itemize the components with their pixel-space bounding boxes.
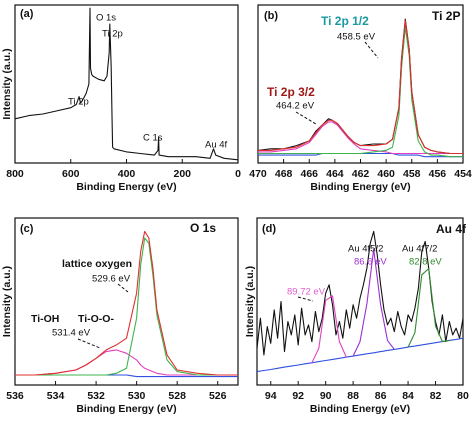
panel-title: Ti 2P bbox=[432, 9, 460, 23]
x-tick-label: 0 bbox=[235, 168, 241, 180]
series-line bbox=[256, 337, 464, 373]
x-tick-label: 454 bbox=[454, 168, 472, 180]
series-line bbox=[258, 121, 463, 155]
x-tick-label: 90 bbox=[320, 390, 332, 402]
x-tick-label: 532 bbox=[87, 390, 105, 402]
x-tick-label: 534 bbox=[47, 390, 65, 402]
leader-line bbox=[295, 111, 317, 125]
x-tick-label: 528 bbox=[168, 390, 186, 402]
x-tick-label: 460 bbox=[377, 168, 395, 180]
series-line bbox=[311, 295, 347, 364]
annotation: Ti 2p 3/2 bbox=[267, 85, 315, 99]
panel-title: Au 4f bbox=[436, 222, 467, 236]
leader-line bbox=[364, 41, 379, 59]
y-axis-label: Intensity (a.u.) bbox=[1, 266, 13, 337]
leader-line bbox=[297, 296, 314, 302]
x-axis-label: Binding Energy (eV) bbox=[310, 403, 410, 415]
x-tick-label: 86 bbox=[375, 390, 387, 402]
annotation: Ti 2p bbox=[102, 29, 123, 40]
annotation: 86.6 eV bbox=[354, 257, 387, 268]
plot-frame bbox=[14, 217, 239, 386]
plot-frame bbox=[257, 4, 464, 164]
annotation: lattice oxygen bbox=[62, 258, 132, 270]
x-tick-label: 82 bbox=[430, 390, 442, 402]
series-line bbox=[407, 268, 450, 348]
panel-label: (c) bbox=[20, 223, 34, 235]
series-line bbox=[15, 349, 238, 376]
x-tick-label: 466 bbox=[300, 168, 318, 180]
annotation: 82.8 eV bbox=[409, 257, 442, 268]
annotation: 529.6 eV bbox=[92, 274, 131, 285]
series-line bbox=[15, 230, 238, 376]
annotation: 89.72 eV bbox=[287, 287, 326, 298]
x-tick-label: 526 bbox=[209, 390, 227, 402]
x-tick-label: 94 bbox=[265, 390, 277, 402]
panel-label: (b) bbox=[264, 10, 278, 22]
annotation: 464.2 eV bbox=[276, 101, 315, 112]
annotation: Au 4f5/2 bbox=[348, 244, 383, 255]
y-axis-label: Intensity (a.u.) bbox=[244, 266, 256, 337]
annotation: Ti 2p 1/2 bbox=[321, 14, 369, 28]
annotation: Ti 2p bbox=[68, 97, 89, 108]
x-tick-label: 400 bbox=[118, 168, 136, 180]
series-line bbox=[352, 248, 395, 357]
x-tick-label: 600 bbox=[62, 168, 80, 180]
panel-title: O 1s bbox=[190, 221, 216, 235]
x-tick-label: 92 bbox=[292, 390, 304, 402]
x-tick-label: 800 bbox=[6, 168, 24, 180]
x-tick-label: 80 bbox=[457, 390, 469, 402]
x-tick-label: 88 bbox=[347, 390, 359, 402]
x-tick-label: 536 bbox=[6, 390, 24, 402]
series-line bbox=[258, 26, 463, 158]
x-axis-label: Binding Energy (eV) bbox=[76, 181, 176, 193]
annotation: Au 4f bbox=[205, 140, 228, 151]
annotation: Ti-OH bbox=[31, 313, 59, 325]
x-tick-label: 458 bbox=[403, 168, 421, 180]
series-line bbox=[15, 237, 238, 376]
annotation: Au 4f7/2 bbox=[402, 244, 437, 255]
x-tick-label: 456 bbox=[429, 168, 447, 180]
annotation: 458.5 eV bbox=[337, 32, 376, 43]
x-tick-label: 470 bbox=[249, 168, 267, 180]
series-line bbox=[14, 7, 239, 161]
series-line bbox=[258, 152, 463, 158]
series-line bbox=[258, 20, 463, 155]
annotation: C 1s bbox=[143, 133, 163, 144]
x-tick-label: 530 bbox=[128, 390, 146, 402]
x-tick-label: 464 bbox=[326, 168, 344, 180]
annotation: Ti-O-O- bbox=[78, 313, 114, 325]
annotation: 531.4 eV bbox=[52, 328, 91, 339]
y-axis-label: Intensity (a.u.) bbox=[1, 48, 13, 119]
x-tick-label: 468 bbox=[275, 168, 293, 180]
panel-label: (d) bbox=[262, 223, 276, 235]
x-axis-label: Binding Energy (eV) bbox=[310, 181, 410, 193]
x-tick-label: 84 bbox=[402, 390, 414, 402]
x-axis-label: Binding Energy (eV) bbox=[76, 403, 176, 415]
x-tick-label: 462 bbox=[352, 168, 370, 180]
plot-frame bbox=[256, 217, 464, 386]
panel-label: (a) bbox=[20, 8, 34, 20]
leader-line bbox=[117, 283, 129, 293]
annotation: O 1s bbox=[96, 13, 116, 24]
leader-line bbox=[77, 338, 101, 349]
x-tick-label: 200 bbox=[173, 168, 191, 180]
